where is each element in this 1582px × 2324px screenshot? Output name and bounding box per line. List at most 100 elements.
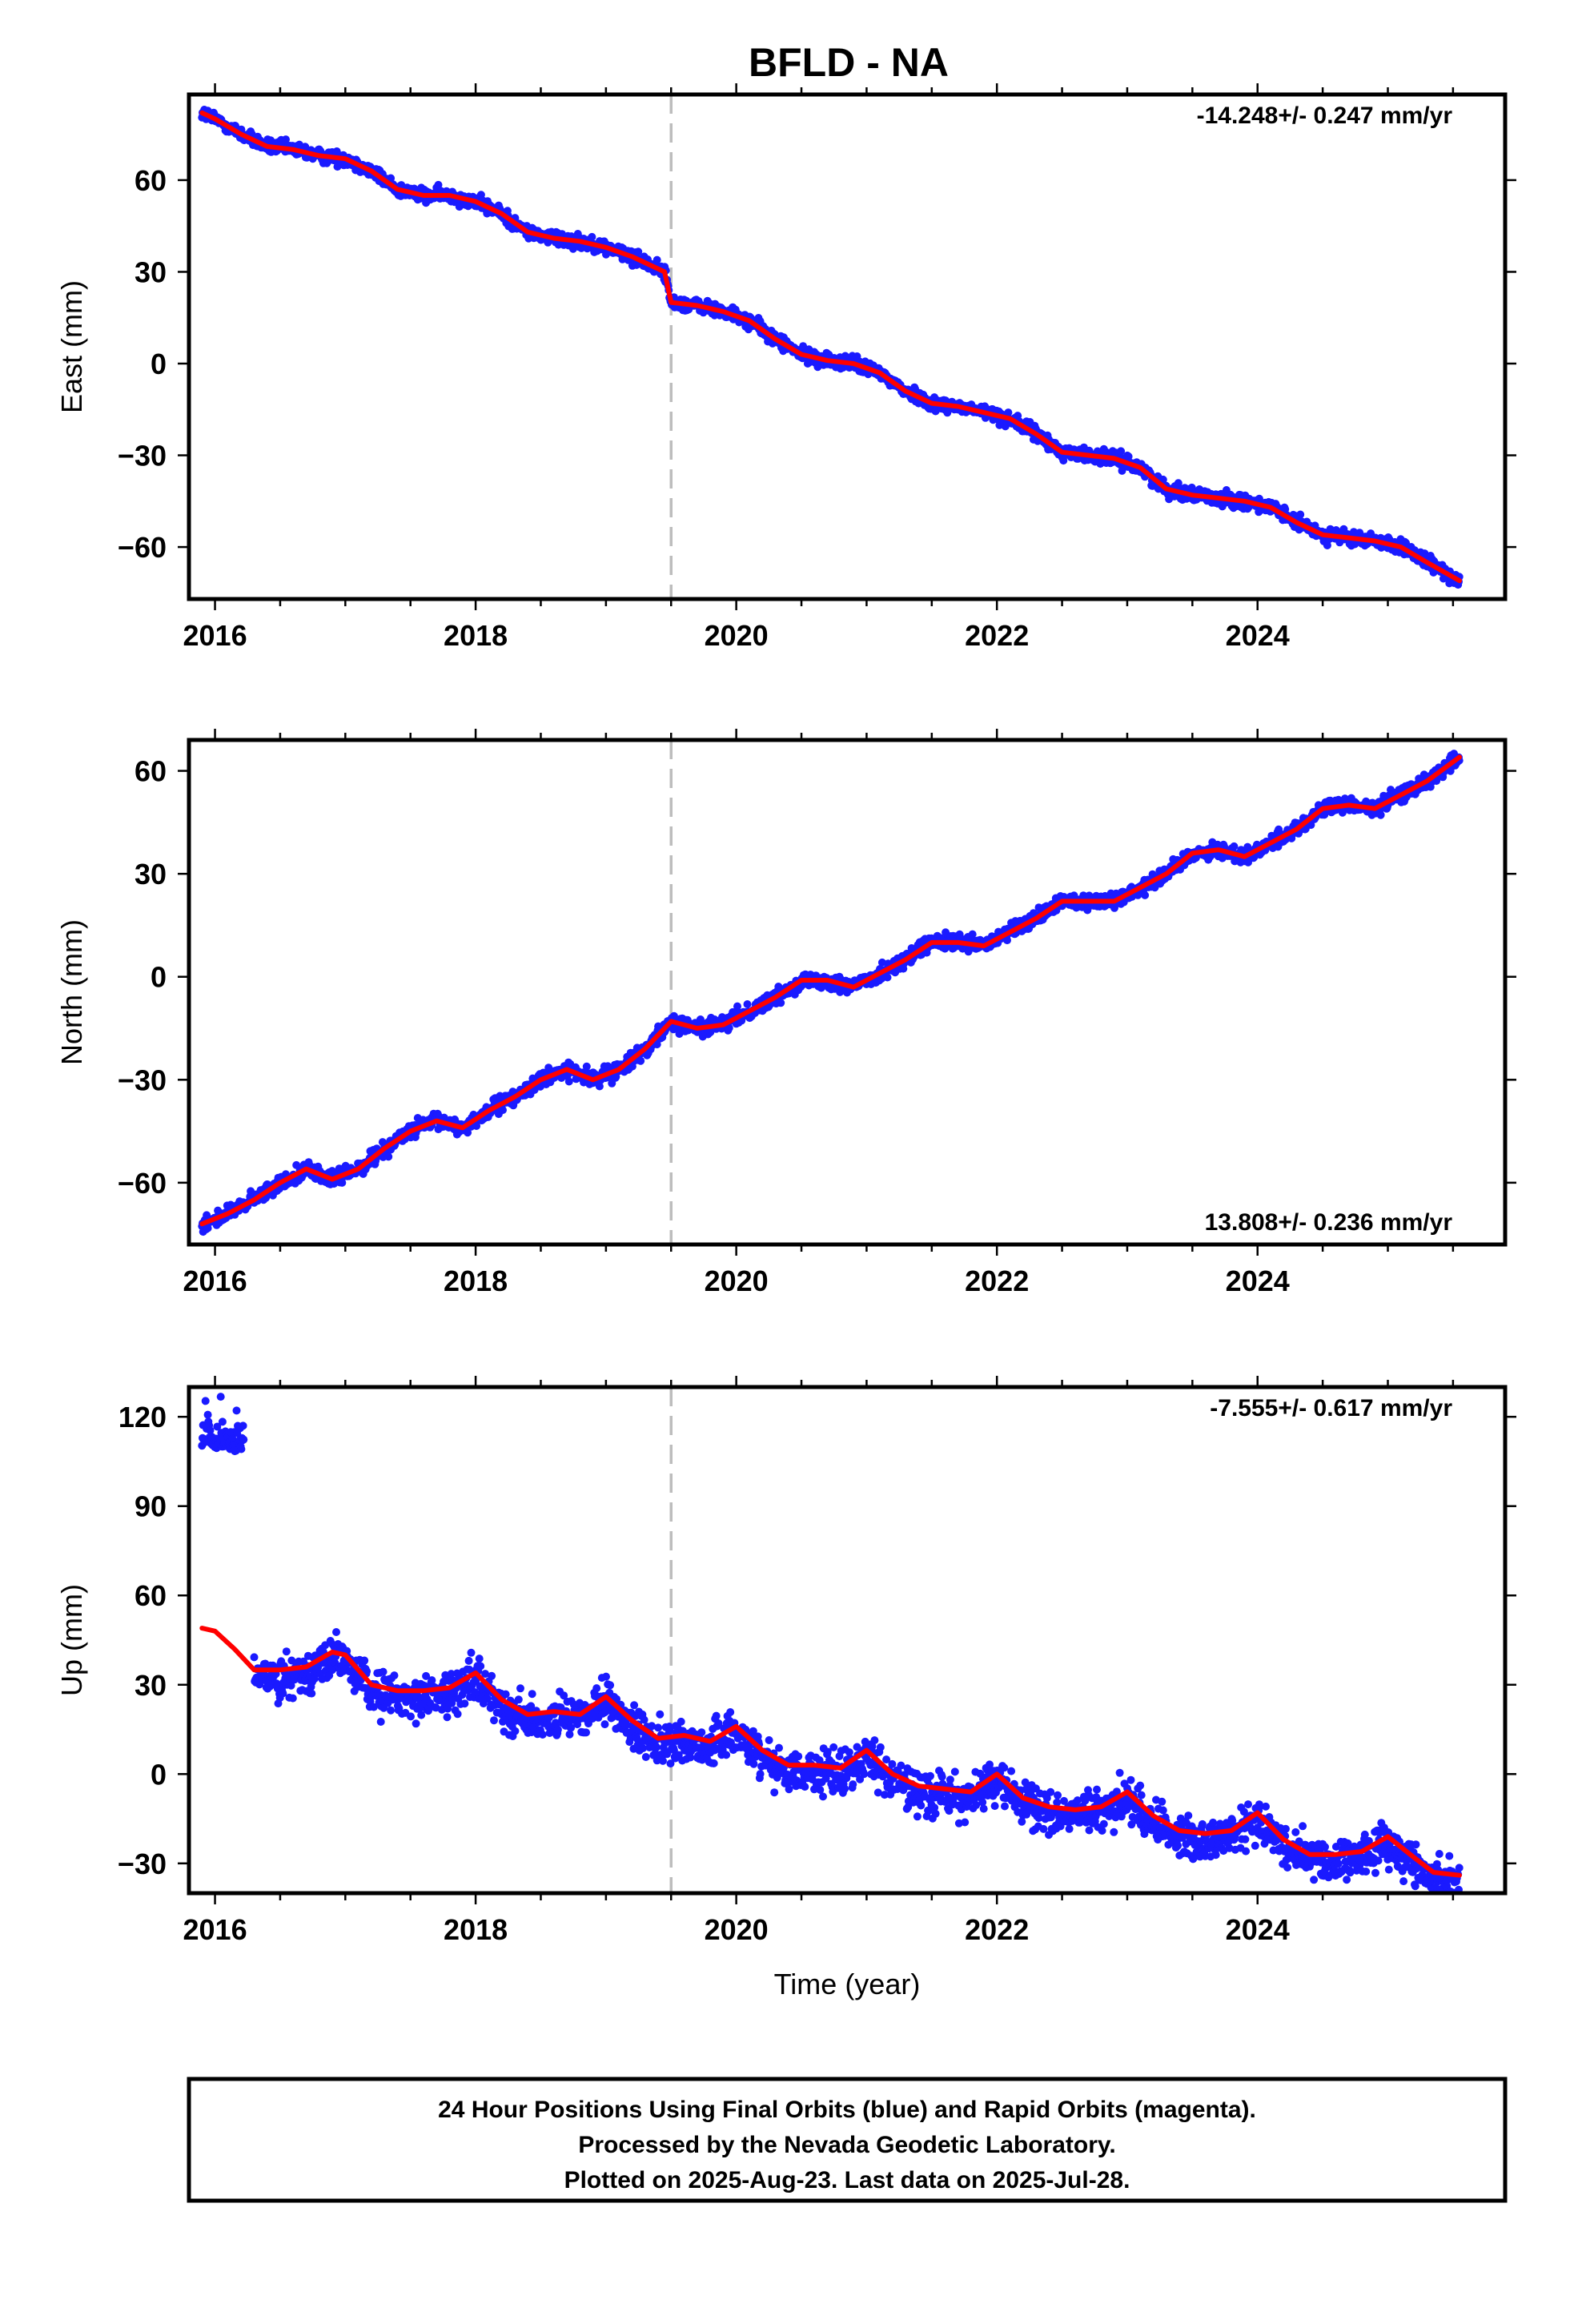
up-point [488,1671,496,1680]
north-rate-label: 13.808+/- 0.236 mm/yr [1205,1209,1453,1236]
east-x-tick-label: 2022 [965,619,1029,652]
east-point [652,255,661,264]
north-point [582,1062,591,1071]
up-point [363,1667,371,1675]
east-frame [187,92,1508,601]
north-point [636,1056,645,1065]
up-point [443,1713,452,1722]
up-point [467,1648,476,1657]
north-point [696,1015,705,1023]
north-x-tick-label: 2024 [1226,1265,1290,1297]
north-point [777,999,785,1007]
north-x-tick-label: 2018 [444,1265,508,1297]
east-point [1004,408,1013,417]
east-x-tick-label: 2018 [444,619,508,652]
north-point [968,930,977,939]
up-point [407,1712,415,1721]
east-y-tick-label: −60 [118,531,167,564]
north-point [499,1106,507,1115]
east-point [282,135,290,144]
north-point [652,1040,661,1049]
up-point [528,1690,536,1699]
north-point [733,1002,741,1011]
up-point [447,1670,456,1679]
up-point [203,1410,212,1419]
up-point [237,1445,246,1454]
east-point [1255,494,1263,503]
up-point [360,1656,369,1665]
north-y-axis-label: North (mm) [55,919,88,1065]
up-point [428,1676,436,1685]
up-point [481,1670,490,1679]
east-x-tick-label: 2016 [183,619,247,652]
east-point [387,174,396,183]
north-y-tick-label: −60 [118,1167,167,1200]
north-y-tick-label: 60 [135,755,167,788]
up-point [228,1434,237,1443]
up-point [490,1716,498,1725]
up-point [307,1689,316,1698]
north-point [384,1152,393,1161]
north-point [203,1224,212,1232]
north-point [743,1000,752,1008]
up-point [501,1690,510,1699]
up-point [310,1675,319,1683]
up-point [213,1422,222,1431]
north-point [564,1077,573,1086]
east-point [634,247,643,256]
east-x-tick-label: 2020 [705,619,769,652]
east-y-tick-label: 30 [135,255,167,288]
up-point [239,1421,247,1430]
up-point [511,1727,520,1735]
east-data-points [198,106,1464,589]
up-point [538,1731,547,1739]
up-data-points [198,1393,1464,1893]
east-point [588,232,596,241]
up-point [514,1695,523,1704]
north-point [877,958,886,967]
east-model-line [199,110,1462,584]
up-point [453,1710,462,1719]
north-point [1307,821,1315,830]
up-point [390,1671,399,1680]
up-point [412,1719,420,1728]
north-model-line [199,754,1462,1227]
up-point [376,1718,385,1726]
east-y-tick-label: −30 [118,440,167,472]
up-point [422,1671,431,1680]
up-point [332,1628,340,1636]
up-point [287,1681,295,1690]
north-x-tick-label: 2016 [183,1265,247,1297]
north-point [883,973,892,982]
up-point [239,1435,248,1444]
up-point [387,1706,396,1715]
north-y-tick-label: 30 [135,858,167,891]
east-rate-label: -14.248+/- 0.247 mm/yr [1197,103,1453,129]
east-point [1296,510,1305,519]
up-point [460,1699,469,1708]
north-y-tick-label: −30 [118,1063,167,1096]
north-x-tick-label: 2022 [965,1265,1029,1297]
up-point [287,1656,296,1665]
north-point [725,1023,733,1032]
east-point [434,180,443,189]
up-point [484,1695,492,1703]
east-point [1117,447,1126,456]
east-x-tick-label: 2024 [1226,619,1290,652]
up-point [476,1662,485,1671]
north-point [1338,808,1347,817]
up-point [201,1397,210,1405]
up-point [206,1426,215,1435]
up-point [321,1641,330,1650]
north-point [1141,891,1150,899]
north-point [1230,842,1239,850]
north-y-tick-label: 0 [151,961,167,994]
up-point [369,1703,378,1711]
up-point [232,1406,241,1415]
up-point [218,1417,227,1426]
north-point [1003,936,1011,945]
